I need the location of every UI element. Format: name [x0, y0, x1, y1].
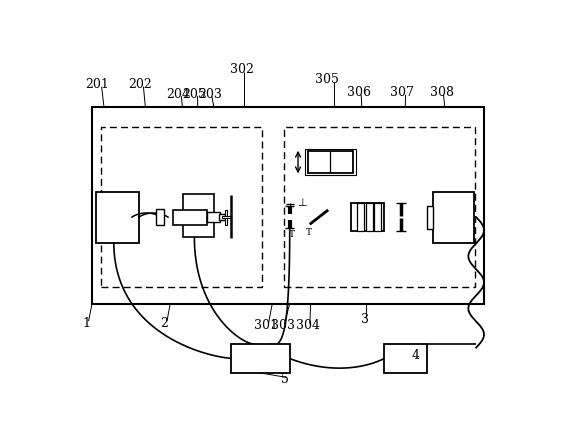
- FancyBboxPatch shape: [365, 203, 373, 231]
- Text: 306: 306: [347, 86, 370, 99]
- Text: 302: 302: [230, 63, 254, 76]
- FancyBboxPatch shape: [384, 344, 427, 373]
- Text: 301: 301: [254, 319, 278, 332]
- Text: 3: 3: [361, 313, 369, 326]
- Text: 305: 305: [315, 73, 339, 86]
- Text: 205: 205: [183, 88, 206, 101]
- Text: 308: 308: [430, 86, 454, 99]
- FancyBboxPatch shape: [156, 209, 164, 225]
- FancyBboxPatch shape: [96, 192, 139, 242]
- Text: 303: 303: [271, 319, 295, 332]
- FancyBboxPatch shape: [427, 205, 433, 229]
- Text: 2: 2: [160, 317, 168, 330]
- Text: 204: 204: [166, 88, 190, 101]
- Text: 5: 5: [282, 373, 289, 386]
- FancyBboxPatch shape: [374, 203, 381, 231]
- FancyBboxPatch shape: [207, 212, 220, 222]
- FancyBboxPatch shape: [92, 107, 484, 304]
- Text: 304: 304: [296, 319, 320, 332]
- FancyBboxPatch shape: [225, 210, 227, 224]
- Text: ⊥: ⊥: [297, 198, 307, 208]
- Text: 201: 201: [85, 78, 109, 91]
- FancyBboxPatch shape: [357, 203, 364, 231]
- FancyBboxPatch shape: [173, 210, 207, 224]
- FancyBboxPatch shape: [219, 214, 225, 220]
- Text: 203: 203: [198, 88, 221, 101]
- Text: 4: 4: [411, 348, 420, 362]
- FancyBboxPatch shape: [183, 194, 214, 238]
- FancyBboxPatch shape: [433, 192, 474, 242]
- Text: 1: 1: [83, 317, 91, 330]
- Text: T: T: [306, 227, 312, 237]
- Text: 202: 202: [128, 78, 152, 91]
- FancyBboxPatch shape: [232, 344, 290, 373]
- Text: 307: 307: [390, 86, 414, 99]
- Text: T: T: [288, 230, 294, 239]
- FancyBboxPatch shape: [307, 151, 353, 173]
- FancyBboxPatch shape: [222, 216, 230, 219]
- FancyBboxPatch shape: [351, 203, 384, 231]
